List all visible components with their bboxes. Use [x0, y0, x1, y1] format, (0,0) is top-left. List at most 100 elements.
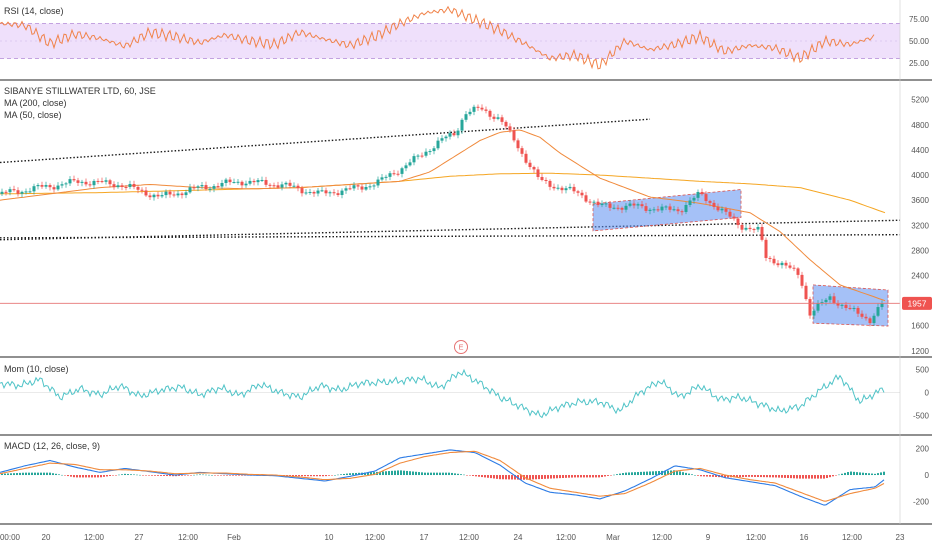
- candle-body: [712, 202, 716, 207]
- y-tick-label: 4800: [911, 121, 929, 130]
- candle-body: [12, 189, 16, 191]
- macd-pane[interactable]: MACD (12, 26, close, 9) 200 0 -200: [0, 441, 930, 506]
- histogram-bar: [508, 475, 510, 480]
- candle-body: [8, 189, 12, 193]
- trendline: [0, 219, 901, 241]
- candle-body: [648, 209, 652, 211]
- histogram-bar: [319, 475, 321, 477]
- histogram-bar: [217, 475, 219, 476]
- time-axis[interactable]: 00:00 20 12:00 27 12:00 Feb 10 12:00 17 12:00 24 12…: [0, 533, 905, 542]
- candle-body: [748, 227, 752, 230]
- candle-body: [524, 153, 528, 163]
- candle-body: [60, 184, 64, 186]
- candle-body: [844, 304, 848, 308]
- candle-body: [80, 181, 84, 183]
- histogram-bar: [460, 474, 462, 476]
- histogram-bar: [46, 472, 48, 476]
- histogram-bar: [202, 474, 204, 476]
- histogram-bar: [442, 472, 444, 476]
- candle-body: [88, 184, 92, 186]
- candle-body: [560, 187, 564, 191]
- momentum-pane[interactable]: Mom (10, close) 500 0 -500: [0, 364, 930, 421]
- histogram-bar: [409, 471, 411, 476]
- histogram-bar: [205, 474, 207, 476]
- histogram-bar: [643, 471, 645, 476]
- histogram-bar: [199, 474, 201, 476]
- earnings-event-icon[interactable]: [454, 340, 468, 354]
- histogram-bar: [298, 475, 300, 477]
- histogram-bar: [439, 472, 441, 476]
- candle-body: [640, 204, 644, 207]
- histogram-bar: [49, 472, 51, 476]
- y-tick-label: 5200: [911, 96, 929, 105]
- histogram-bar: [289, 475, 291, 476]
- ma200-label: MA (200, close): [4, 98, 67, 108]
- candle-body: [368, 186, 372, 188]
- candle-body: [708, 201, 712, 203]
- candle-body: [848, 307, 852, 309]
- histogram-bar: [874, 473, 876, 476]
- candle-body: [504, 121, 508, 127]
- histogram-bar: [340, 474, 342, 476]
- candle-body: [312, 191, 316, 194]
- histogram-bar: [763, 475, 765, 478]
- trendline: [0, 233, 901, 239]
- histogram-bar: [685, 472, 687, 476]
- histogram-bar: [541, 475, 543, 479]
- histogram-bar: [436, 472, 438, 476]
- candle-body: [24, 191, 28, 193]
- histogram-bar: [334, 475, 336, 476]
- candle-body: [860, 313, 864, 317]
- histogram-bar: [562, 475, 564, 478]
- histogram-bar: [325, 475, 327, 477]
- candle-body: [44, 185, 48, 187]
- candle-body: [856, 307, 860, 314]
- histogram-bar: [322, 475, 324, 477]
- histogram-bar: [433, 472, 435, 476]
- histogram-bar: [586, 475, 588, 478]
- price-channel: [592, 189, 742, 232]
- candle-body: [104, 180, 108, 182]
- time-tick-label: 16: [800, 533, 809, 542]
- histogram-bar: [796, 475, 798, 479]
- histogram-bar: [163, 475, 165, 476]
- histogram-bar: [568, 475, 570, 478]
- histogram-bar: [781, 475, 783, 478]
- candle-body: [496, 117, 500, 119]
- time-tick-label: 12:00: [84, 533, 105, 542]
- histogram-bar: [190, 475, 192, 476]
- candle-body: [252, 180, 256, 183]
- candle-body: [148, 195, 152, 198]
- y-tick-label: 4400: [911, 146, 929, 155]
- histogram-bar: [733, 475, 735, 478]
- candle-body: [644, 206, 648, 211]
- candle-body: [704, 194, 708, 202]
- macd-axis: 200 0 -200: [913, 445, 930, 507]
- histogram-bar: [160, 475, 162, 476]
- candle-body: [364, 186, 368, 190]
- candle-body: [728, 211, 732, 217]
- candle-body: [76, 180, 80, 183]
- histogram-bar: [424, 472, 426, 476]
- candle-body: [464, 114, 468, 120]
- histogram-bar: [412, 471, 414, 476]
- histogram-bar: [868, 473, 870, 476]
- event-marker[interactable]: E: [454, 340, 468, 354]
- histogram-bar: [538, 475, 540, 480]
- histogram-bar: [637, 472, 639, 476]
- candle-body: [160, 195, 164, 197]
- candle-body: [752, 229, 756, 231]
- histogram-bar: [337, 474, 339, 476]
- histogram-bar: [655, 471, 657, 476]
- candle-body: [584, 195, 588, 202]
- candle-body: [588, 201, 592, 203]
- histogram-bar: [841, 473, 843, 476]
- candle-body: [796, 268, 800, 275]
- histogram-bar: [16, 473, 18, 476]
- histogram-bar: [862, 472, 864, 476]
- histogram-bar: [61, 474, 63, 476]
- price-pane[interactable]: 5200 4800 4400 4000 3600 3200 2800 2400 1600 1200…: [0, 86, 932, 356]
- last-price-value: 1957: [908, 298, 927, 308]
- rsi-pane[interactable]: RSI (14, close) 75.00 50.00 25.00: [0, 5, 930, 70]
